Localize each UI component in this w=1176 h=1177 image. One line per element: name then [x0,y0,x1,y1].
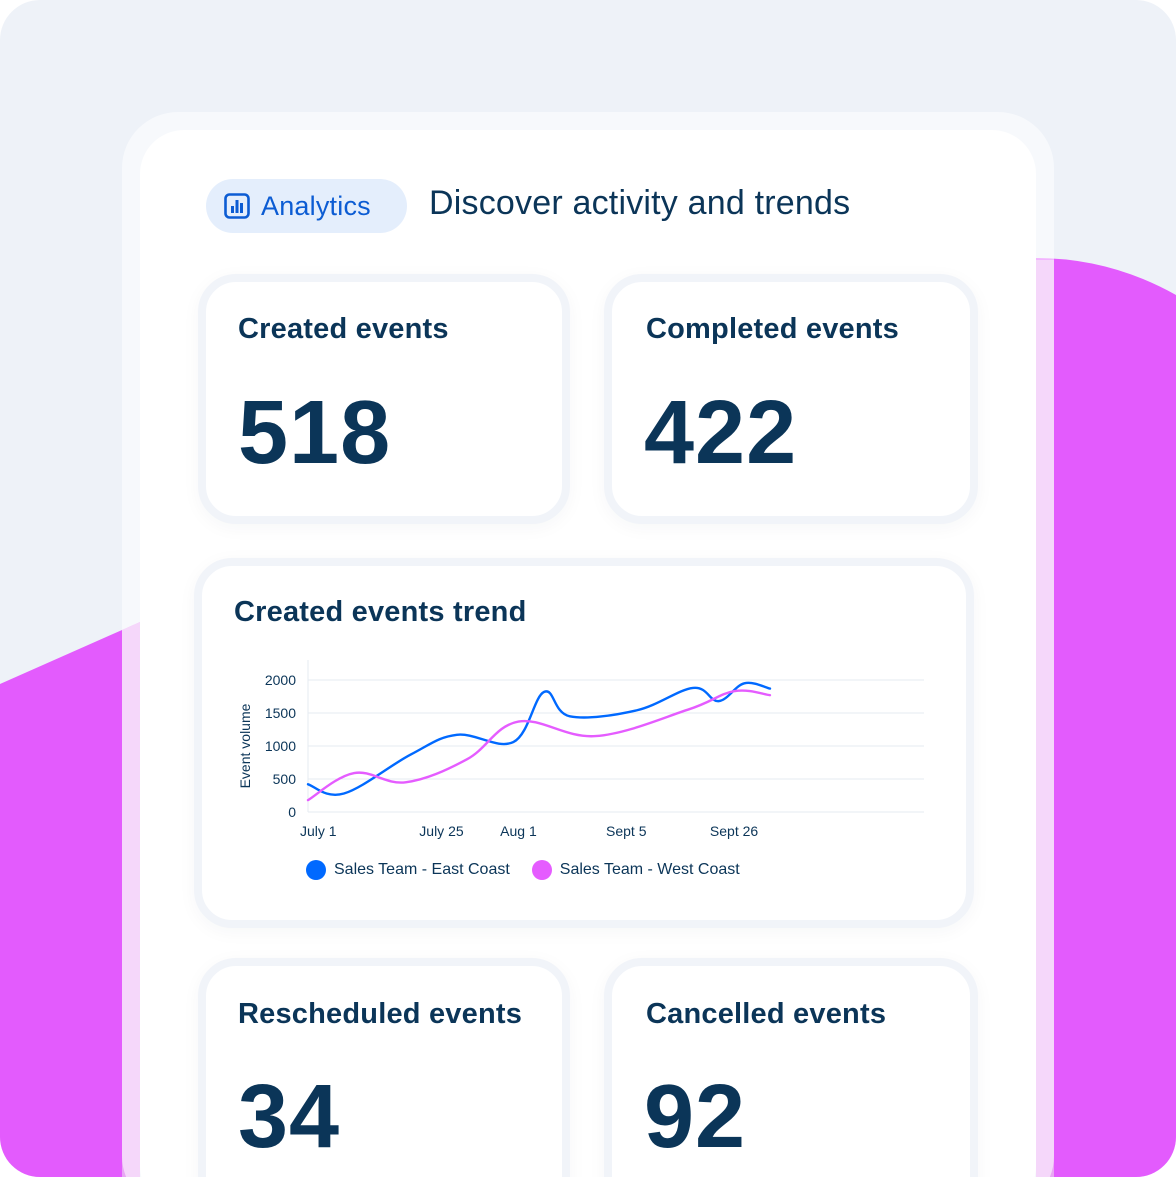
legend-label-east: Sales Team - East Coast [334,861,510,878]
series-line-east-coast [306,681,772,796]
bar-chart-icon [224,193,250,219]
x-tick-label: July 25 [419,823,464,839]
trend-line-chart: 0 500 1000 1500 2000 July 1 July 25 Aug 1 Sept 5… [237,660,924,839]
background-magenta-shape-left [0,622,140,1177]
y-tick-label: 1500 [265,705,296,721]
series-line-west-coast [306,689,772,802]
x-tick-label: July 1 [300,823,337,839]
x-tick-label: Sept 5 [606,823,647,839]
trend-title: Created events trend [234,596,527,628]
stat-title-created: Created events [238,313,449,345]
stat-title-completed: Completed events [646,313,899,345]
y-tick-label: 1000 [265,738,296,754]
stat-card-rescheduled[interactable] [198,958,570,1177]
chart-legend: Sales Team - East Coast Sales Team - Wes… [306,860,762,880]
badge-label: Analytics [261,190,371,221]
stat-value-rescheduled: 34 [238,1067,341,1167]
y-axis-title: Event volume [237,703,253,788]
stat-card-created[interactable] [198,274,570,524]
stat-value-completed: 422 [644,383,798,483]
legend-item-west: Sales Team - West Coast [531,860,740,880]
y-tick-label: 2000 [265,672,296,688]
stat-card-completed[interactable] [604,274,978,524]
analytics-badge[interactable]: Analytics [206,179,407,233]
legend-item-east: Sales Team - East Coast [306,860,510,880]
x-tick-label: Aug 1 [500,823,537,839]
stat-card-cancelled[interactable] [604,958,978,1177]
x-tick-label: Sept 26 [710,823,758,839]
stat-title-rescheduled: Rescheduled events [238,998,523,1030]
legend-dot-east [306,860,326,880]
background-magenta-shape-right [1036,258,1176,1177]
stat-title-cancelled: Cancelled events [646,998,887,1030]
y-tick-label: 0 [288,804,296,820]
legend-label-west: Sales Team - West Coast [559,861,740,878]
legend-dot-west [531,860,552,880]
y-tick-label: 500 [273,771,297,787]
stat-value-created: 518 [238,383,392,483]
stat-value-cancelled: 92 [644,1067,747,1167]
page-title: Discover activity and trends [429,184,851,222]
